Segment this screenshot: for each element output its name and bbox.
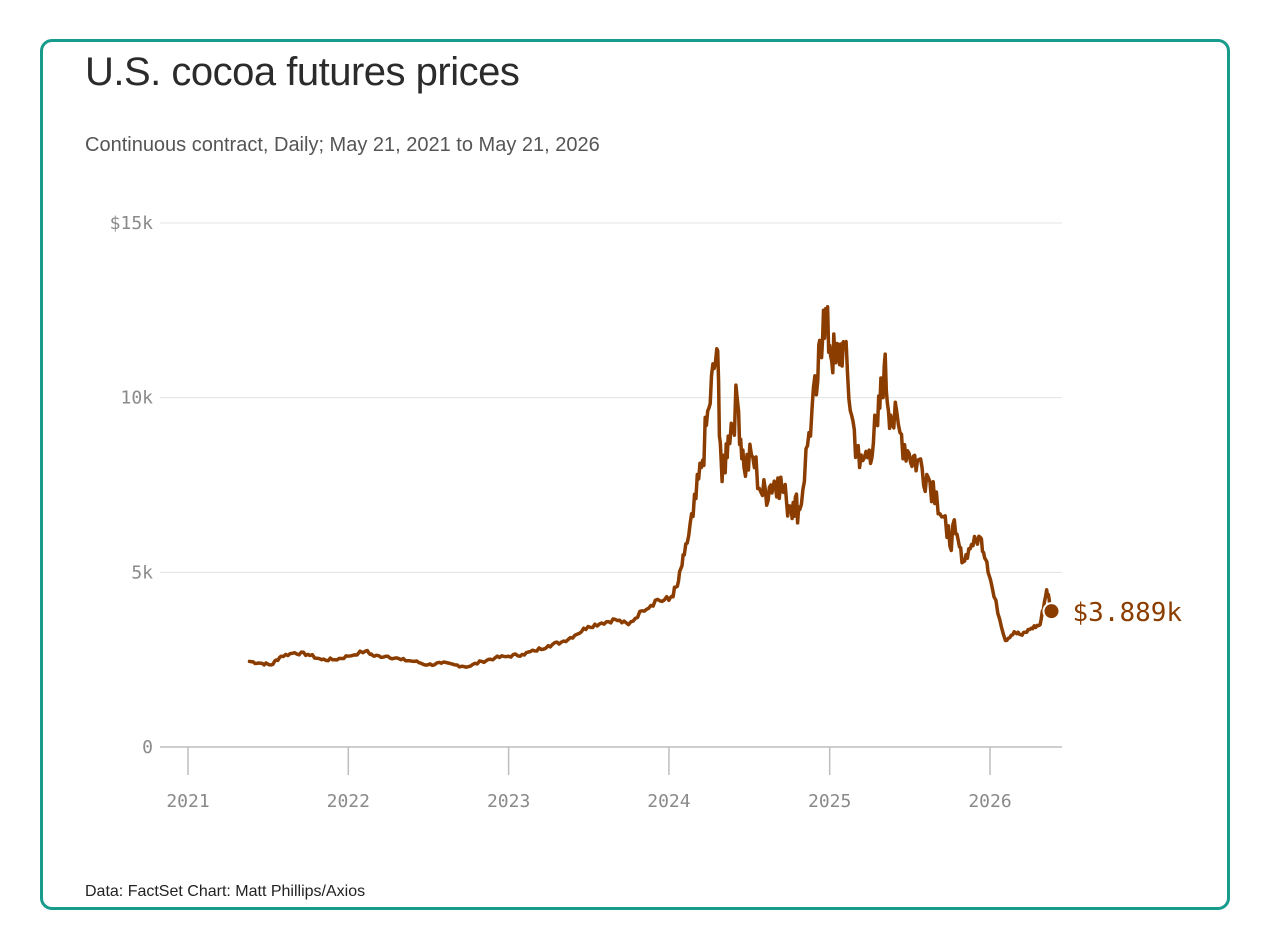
x-tick-label: 2024 [647,791,690,812]
y-tick-label: 0 [142,737,153,758]
x-tick-label: 2025 [808,791,851,812]
chart-card [40,39,1230,910]
end-value-label: $3.889k [1072,598,1182,628]
x-tick-label: 2023 [487,791,530,812]
x-axis: 2021 2022 2023 2024 2025 2026 [166,747,1012,812]
y-tick-label: 5k [131,562,153,583]
end-point-marker [1042,602,1061,621]
x-tick-label: 2022 [327,791,370,812]
y-tick-label: 10k [120,388,153,409]
chart-title: U.S. cocoa futures prices [85,50,520,94]
y-tick-label: $15k [110,213,154,234]
source-credit: Data: FactSet Chart: Matt Phillips/Axios [85,883,366,900]
x-tick-label: 2026 [968,791,1011,812]
grid-layer [160,222,1062,748]
y-axis: 0 5k 10k $15k [110,213,154,758]
x-tick-label: 2021 [166,791,209,812]
chart-subtitle: Continuous contract, Daily; May 21, 2021… [85,134,600,156]
price-line [247,304,1054,669]
series-layer: $3.889k [247,304,1182,669]
